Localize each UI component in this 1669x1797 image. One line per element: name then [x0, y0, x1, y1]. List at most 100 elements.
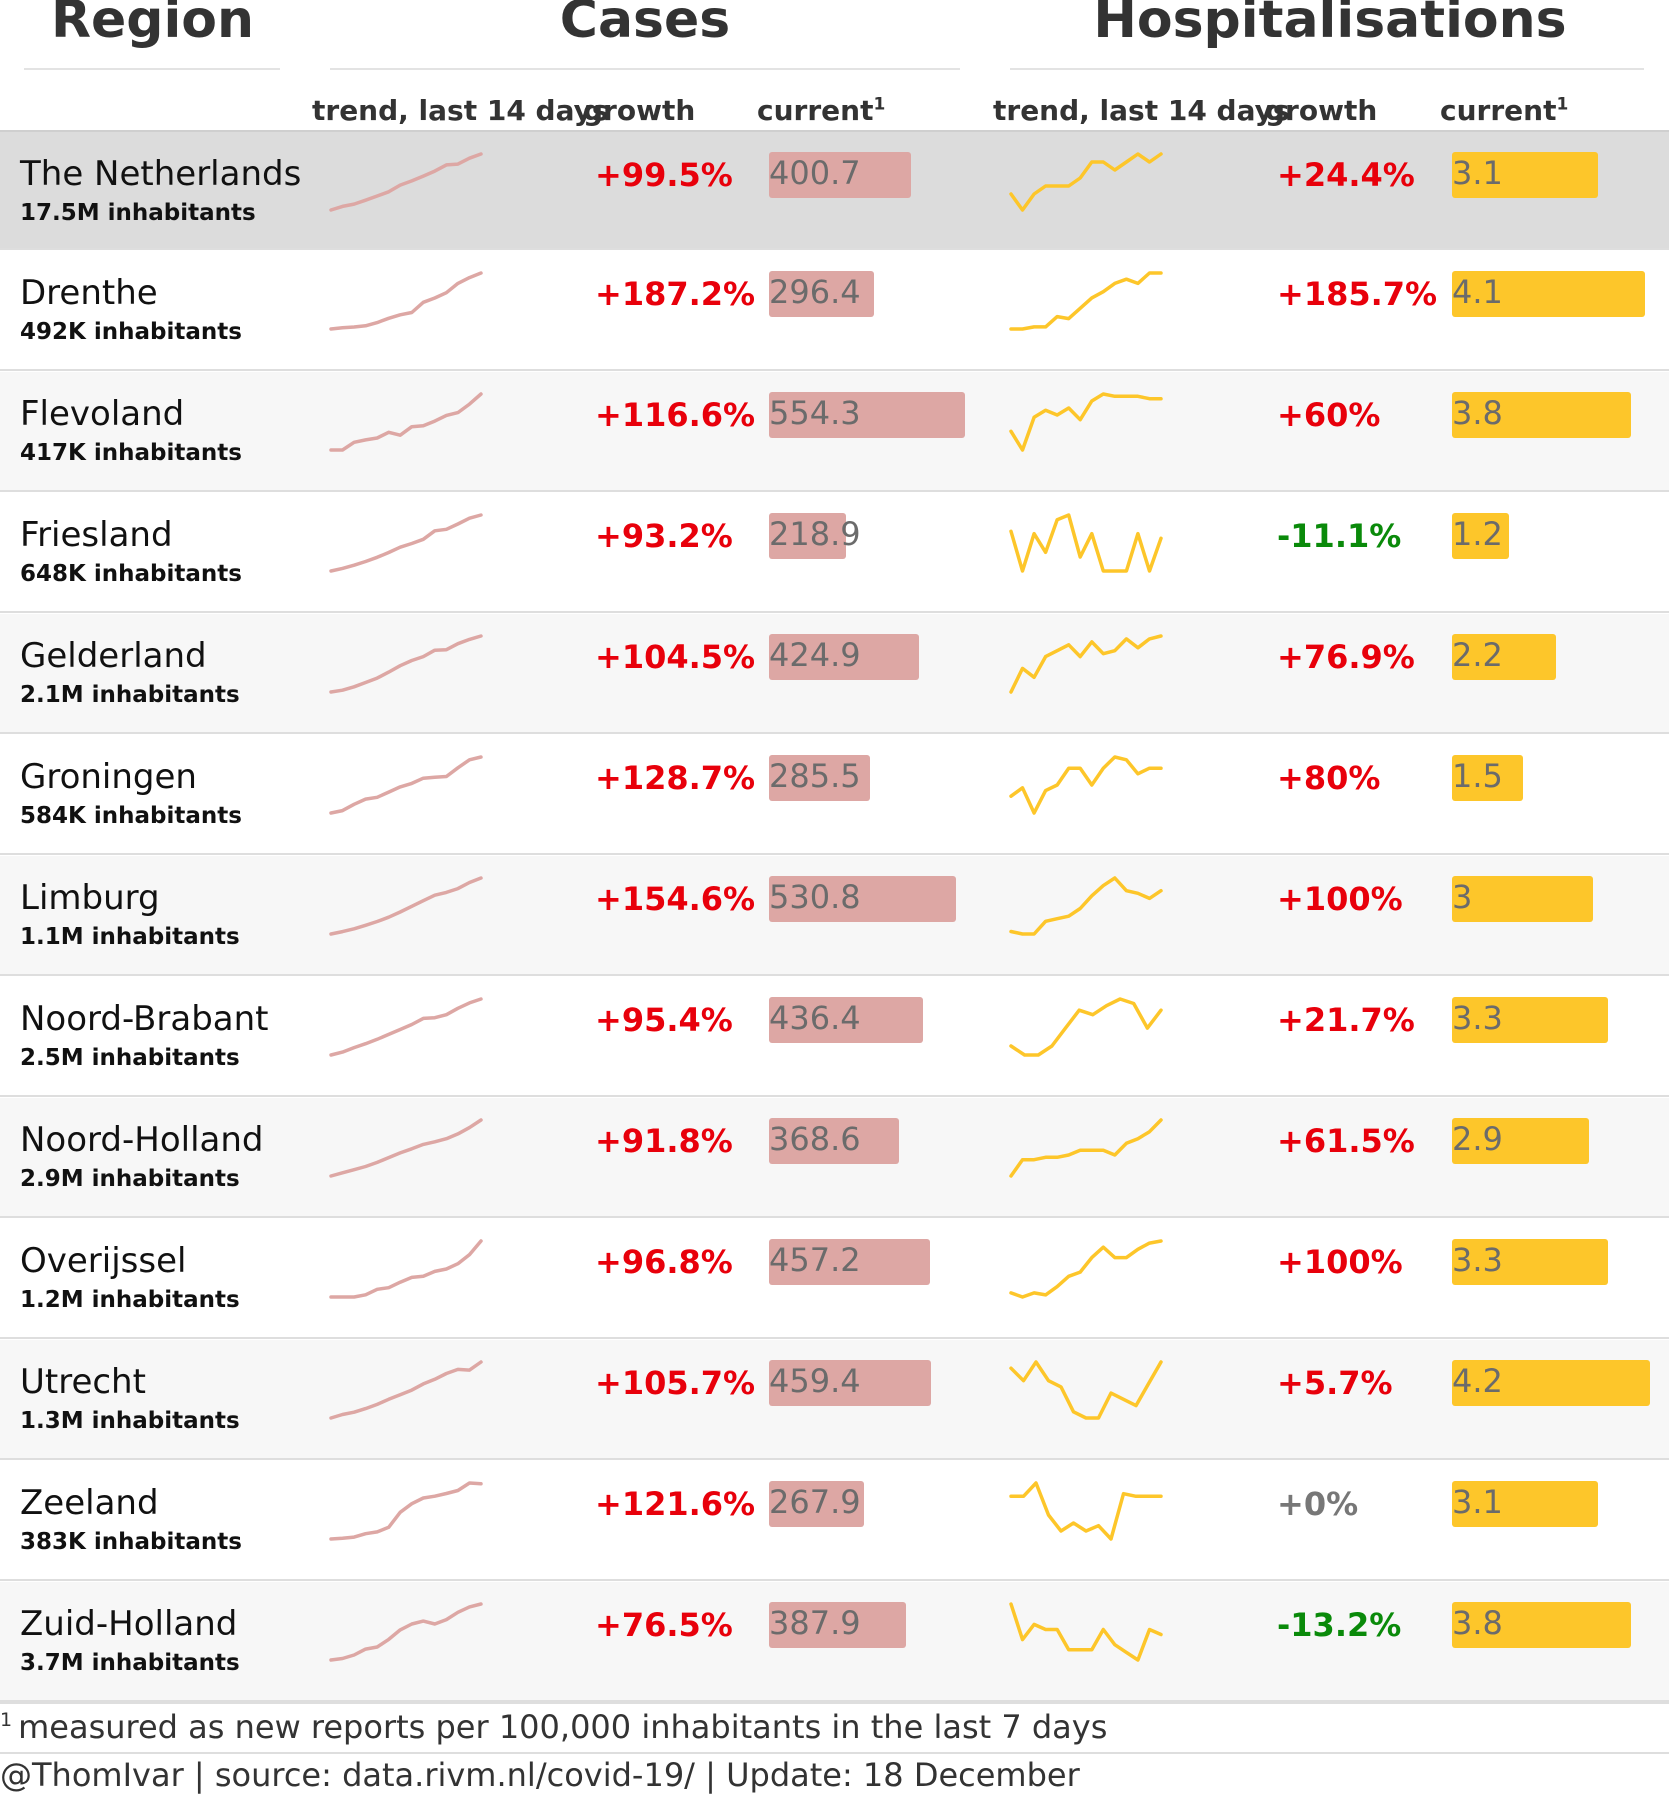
region-population: 584K inhabitants	[20, 803, 242, 829]
table-row: Zuid-Holland 3.7M inhabitants +76.5% 387.9 -…	[0, 1582, 1669, 1702]
region-population: 3.7M inhabitants	[20, 1650, 240, 1676]
cases-current-value: 387.9	[769, 1604, 861, 1642]
hosp-current-bar	[1452, 876, 1593, 922]
credit-line: @ThomIvar | source: data.rivm.nl/covid-1…	[0, 1756, 1080, 1794]
hosp-current-value: 3.8	[1452, 394, 1503, 432]
hosp-trend-sparkline-line	[1009, 634, 1163, 694]
footnote-marker: 1	[0, 1709, 13, 1732]
cases-current-value: 285.5	[769, 757, 861, 795]
cases-current-bar	[769, 1481, 864, 1527]
cases-growth: +104.5%	[595, 638, 756, 676]
cases-trend-sparkline	[329, 1118, 483, 1178]
hosp-growth: -11.1%	[1277, 517, 1402, 555]
hosp-current-label: current	[1440, 94, 1557, 127]
hosp-current-value: 2.2	[1452, 636, 1503, 674]
cases-current-bar	[769, 1118, 899, 1164]
cases-growth: +76.5%	[595, 1606, 733, 1644]
cases-trend-sparkline-line	[329, 513, 483, 573]
cases-current-bar	[769, 513, 846, 559]
total-row: The Netherlands 17.5M inhabitants +99.5% 40…	[0, 130, 1669, 250]
cases-current-subheader: current1	[757, 94, 885, 127]
hosp-growth: +61.5%	[1277, 1122, 1415, 1160]
cases-current-bar	[769, 271, 874, 317]
footnote: 1 measured as new reports per 100,000 inh…	[0, 1708, 1107, 1746]
cases-current-value: 554.3	[769, 394, 861, 432]
region-header-rule	[24, 68, 280, 70]
cases-current-value: 436.4	[769, 999, 861, 1037]
cases-current-bar	[769, 1602, 906, 1648]
hosp-trend-sparkline-line	[1009, 1602, 1163, 1662]
cases-current-value: 459.4	[769, 1362, 861, 1400]
hosp-growth: +80%	[1277, 759, 1381, 797]
hosp-trend-sparkline	[1009, 755, 1163, 815]
cases-current-footnote-marker: 1	[873, 94, 886, 115]
hosp-growth: +21.7%	[1277, 1001, 1415, 1039]
region-population: 17.5M inhabitants	[20, 200, 256, 226]
region-population: 383K inhabitants	[20, 1529, 242, 1555]
cases-growth: +105.7%	[595, 1364, 756, 1402]
cases-growth-subheader: growth	[583, 94, 696, 127]
cases-current-bar	[769, 152, 911, 198]
cases-current-bar	[769, 1360, 931, 1406]
cases-trend-subheader: trend, last 14 days	[312, 94, 609, 127]
region-name: Noord-Holland	[20, 1120, 264, 1160]
hosp-trend-sparkline-line	[1009, 1360, 1163, 1420]
hosp-current-subheader: current1	[1440, 94, 1568, 127]
hosp-trend-sparkline	[1009, 634, 1163, 694]
hosp-trend-sparkline-line	[1009, 1239, 1163, 1299]
cases-growth: +154.6%	[595, 880, 756, 918]
cases-growth: +96.8%	[595, 1243, 733, 1281]
cases-current-value: 457.2	[769, 1241, 861, 1279]
cases-current-value: 400.7	[769, 154, 861, 192]
table-row: Overijssel 1.2M inhabitants +96.8% 457.2 +10…	[0, 1219, 1669, 1339]
cases-growth: +99.5%	[595, 156, 733, 194]
hosp-current-value: 3.1	[1452, 154, 1503, 192]
hosp-trend-sparkline-line	[1009, 1118, 1163, 1178]
hosp-trend-sparkline	[1009, 1239, 1163, 1299]
region-population: 648K inhabitants	[20, 561, 242, 587]
hosp-current-bar	[1452, 1118, 1589, 1164]
hosp-current-bar	[1452, 1360, 1650, 1406]
footer-rule-top	[0, 1702, 1669, 1704]
cases-growth: +95.4%	[595, 1001, 733, 1039]
hosp-trend-subheader: trend, last 14 days	[993, 94, 1290, 127]
region-name: Limburg	[20, 878, 160, 918]
hosp-trend-sparkline	[1009, 513, 1163, 573]
region-population: 2.5M inhabitants	[20, 1045, 240, 1071]
hosp-current-bar	[1452, 152, 1598, 198]
hosp-trend-sparkline	[1009, 1118, 1163, 1178]
cases-trend-sparkline	[329, 997, 483, 1057]
table-row: Flevoland 417K inhabitants +116.6% 554.3 +60…	[0, 372, 1669, 492]
cases-current-value: 424.9	[769, 636, 861, 674]
region-population: 1.3M inhabitants	[20, 1408, 240, 1434]
hosp-trend-sparkline-line	[1009, 271, 1163, 331]
cases-trend-sparkline-line	[329, 876, 483, 936]
hosp-trend-sparkline-line	[1009, 1481, 1163, 1541]
footer-rule-bottom	[0, 1752, 1669, 1754]
cases-current-bar	[769, 755, 870, 801]
table-row: Groningen 584K inhabitants +128.7% 285.5 +80…	[0, 735, 1669, 855]
region-name: Groningen	[20, 757, 197, 797]
region-population: 492K inhabitants	[20, 319, 242, 345]
cases-trend-sparkline	[329, 876, 483, 936]
footnote-text: measured as new reports per 100,000 inha…	[18, 1708, 1108, 1746]
hosp-current-bar	[1452, 997, 1608, 1043]
hosp-trend-sparkline-line	[1009, 152, 1163, 212]
region-population: 2.9M inhabitants	[20, 1166, 240, 1192]
hosp-trend-sparkline	[1009, 997, 1163, 1057]
table-row: Utrecht 1.3M inhabitants +105.7% 459.4 +5.7%…	[0, 1340, 1669, 1460]
hosp-trend-sparkline-line	[1009, 876, 1163, 936]
cases-trend-sparkline-line	[329, 1360, 483, 1420]
region-name: Utrecht	[20, 1362, 146, 1402]
hosp-current-bar	[1452, 271, 1645, 317]
cases-trend-sparkline	[329, 1360, 483, 1420]
hosp-trend-sparkline-line	[1009, 755, 1163, 815]
cases-growth: +116.6%	[595, 396, 756, 434]
hosp-current-footnote-marker: 1	[1556, 94, 1569, 115]
hosp-current-value: 2.9	[1452, 1120, 1503, 1158]
hosp-current-value: 1.5	[1452, 757, 1503, 795]
cases-trend-sparkline-line	[329, 1481, 483, 1541]
cases-current-bar	[769, 392, 965, 438]
cases-header: Cases	[559, 0, 731, 50]
table-row: Noord-Holland 2.9M inhabitants +91.8% 368.6…	[0, 1098, 1669, 1218]
